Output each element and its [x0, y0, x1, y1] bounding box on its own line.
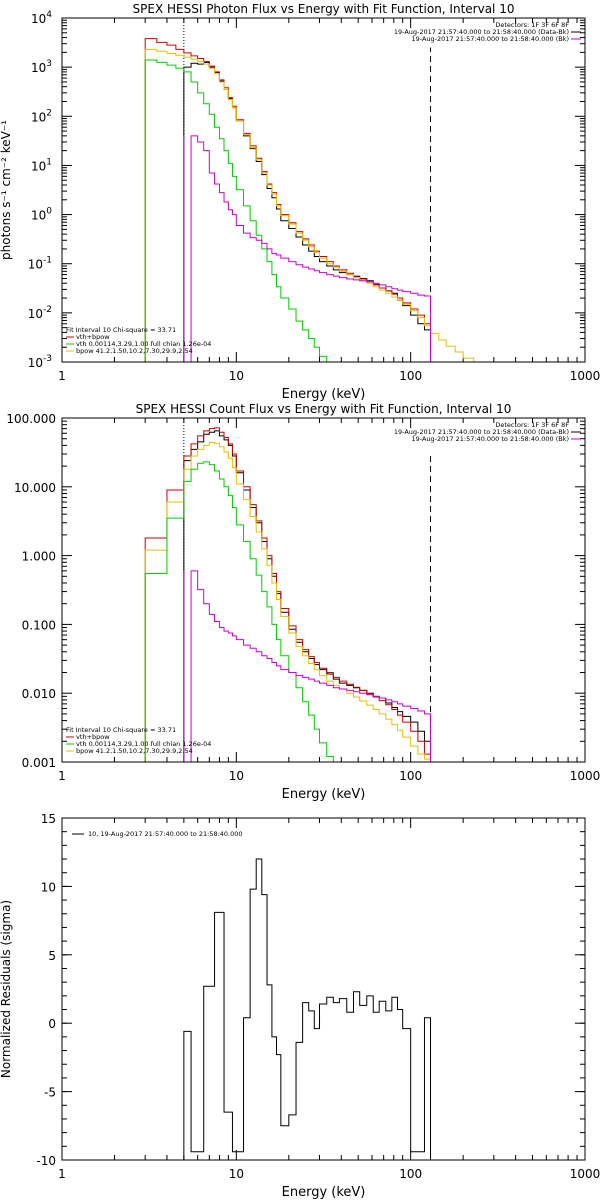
legend-entry: vth+bpow: [76, 733, 110, 741]
series-residuals: [183, 858, 432, 1160]
y-tick-base: 10: [31, 12, 46, 26]
chart-title: SPEX HESSI Count Flux vs Energy with Fit…: [136, 402, 512, 416]
series-bpow: [144, 48, 475, 362]
x-tick-label: 1: [58, 1167, 66, 1181]
x-tick-label: 10: [229, 1167, 244, 1181]
legend-entry: Fit Interval 10 Chi-square = 33.71: [66, 326, 176, 334]
y-tick-base: 10: [31, 61, 46, 75]
y-tick-label: -10: [36, 1154, 56, 1168]
plot-frame: [61, 817, 586, 1161]
legend-entry: 19-Aug-2017 21:57:40.000 to 21:58:40.000…: [394, 28, 569, 36]
plot-frame: [61, 417, 586, 763]
x-tick-label: 10: [229, 769, 244, 783]
y-tick-label: 100.000: [6, 412, 56, 426]
legend-entry: vth 0.00114,3.29,1.00 full chian 1.26e-0…: [76, 340, 211, 348]
legend-entry: 19-Aug-2017 21:57:40.000 to 21:58:40.000…: [412, 435, 569, 443]
y-tick-base: 10: [31, 110, 46, 124]
chart-title: SPEX HESSI Photon Flux vs Energy with Fi…: [133, 2, 515, 16]
series-total: [144, 427, 432, 762]
count-flux-panel: SPEX HESSI Count Flux vs Energy with Fit…: [6, 402, 600, 802]
series-bpow: [144, 442, 432, 762]
legend-entry: Fit Interval 10 Chi-square = 33.71: [66, 726, 176, 734]
plot-area: [144, 18, 475, 362]
y-tick-label: 103: [31, 59, 52, 75]
residuals-panel: 1 10 100 1000 -10 -5 0 5 10 15 Energy (keV) Normali…: [0, 812, 600, 1200]
y-tick-label: 15: [41, 812, 56, 826]
y-tick-label: -5: [44, 1086, 56, 1100]
x-tick-label: 100: [399, 369, 422, 383]
y-tick-label: 102: [31, 108, 52, 124]
y-tick-exponent: 3: [46, 59, 52, 69]
y-tick-label: 10: [41, 880, 56, 894]
x-tick-label: 1000: [570, 769, 600, 783]
x-tick-label: 100: [399, 769, 422, 783]
y-tick-label: 0.100: [22, 618, 56, 632]
legend-entry: 10, 19-Aug-2017 21:57:40.000 to 21:58:40…: [88, 830, 243, 838]
y-tick-exponent: -2: [43, 305, 52, 315]
series-total: [144, 38, 432, 362]
series-background: [183, 135, 432, 362]
y-tick-exponent: 0: [46, 207, 52, 217]
y-tick-base: 10: [28, 307, 43, 321]
plot-area: [183, 858, 432, 1160]
y-tick-exponent: 2: [46, 108, 52, 118]
y-tick-exponent: -3: [43, 354, 52, 364]
y-tick-label: 100: [31, 207, 52, 223]
x-tick-label: 10: [229, 369, 244, 383]
series-background: [183, 570, 432, 762]
y-tick-exponent: 4: [46, 10, 52, 20]
y-tick-label: 10-2: [28, 305, 52, 321]
plot-frame: [61, 17, 586, 363]
legend-entry: Detectors: 1F 3F 6F 8F: [495, 21, 569, 29]
plot-area: [144, 418, 432, 762]
photon-flux-panel: SPEX HESSI Photon Flux vs Energy with Fi…: [0, 2, 600, 402]
y-tick-base: 10: [31, 209, 46, 223]
x-tick-label: 1: [58, 769, 66, 783]
y-tick-exponent: 1: [46, 157, 52, 167]
series-vth: [144, 461, 334, 762]
series-data: [183, 430, 432, 762]
y-tick-label: 0: [48, 1017, 56, 1031]
x-axis-label: Energy (keV): [282, 387, 366, 402]
y-tick-label: 0.001: [22, 756, 56, 770]
y-tick-label: 1.000: [22, 550, 56, 564]
y-tick-label: 101: [31, 157, 52, 173]
y-tick-label: 5: [48, 949, 56, 963]
legend-entry: bpow 41.2,1.50,10.2,7.30,29.9,2.54: [76, 747, 193, 755]
legend-entry: vth 0.00114,3.29,1.00 full chian 1.26e-0…: [76, 740, 211, 748]
x-axis-label: Energy (keV): [282, 1185, 366, 1200]
y-tick-label: 10.000: [14, 481, 56, 495]
x-tick-label: 1: [58, 369, 66, 383]
y-tick-exponent: -1: [43, 256, 52, 266]
y-tick-base: 10: [28, 258, 43, 272]
y-tick-label: 0.010: [22, 687, 56, 701]
y-tick-label: 10-3: [28, 354, 52, 370]
x-tick-label: 100: [399, 1167, 422, 1181]
legend-entry: 19-Aug-2017 21:57:40.000 to 21:58:40.000…: [394, 428, 569, 436]
legend-entry: vth+bpow: [76, 333, 110, 341]
y-tick-base: 10: [31, 159, 46, 173]
y-tick-label: 104: [31, 10, 52, 26]
y-axis-label: photons s⁻¹ cm⁻² keV⁻¹: [0, 120, 13, 260]
y-axis-label: Normalized Residuals (sigma): [0, 900, 13, 1078]
legend-entry: 19-Aug-2017 21:57:40.000 to 21:58:40.000…: [412, 35, 569, 43]
y-tick-base: 10: [28, 356, 43, 370]
legend-entry: bpow 41.2,1.50,10.2,7.30,29.9,2.54: [76, 347, 193, 355]
x-axis-label: Energy (keV): [282, 787, 366, 802]
x-tick-label: 1000: [570, 369, 600, 383]
series-vth: [144, 59, 328, 362]
legend-entry: Detectors: 1F 3F 6F 8F: [495, 421, 569, 429]
y-tick-label: 10-1: [28, 256, 52, 272]
x-tick-label: 1000: [570, 1167, 600, 1181]
